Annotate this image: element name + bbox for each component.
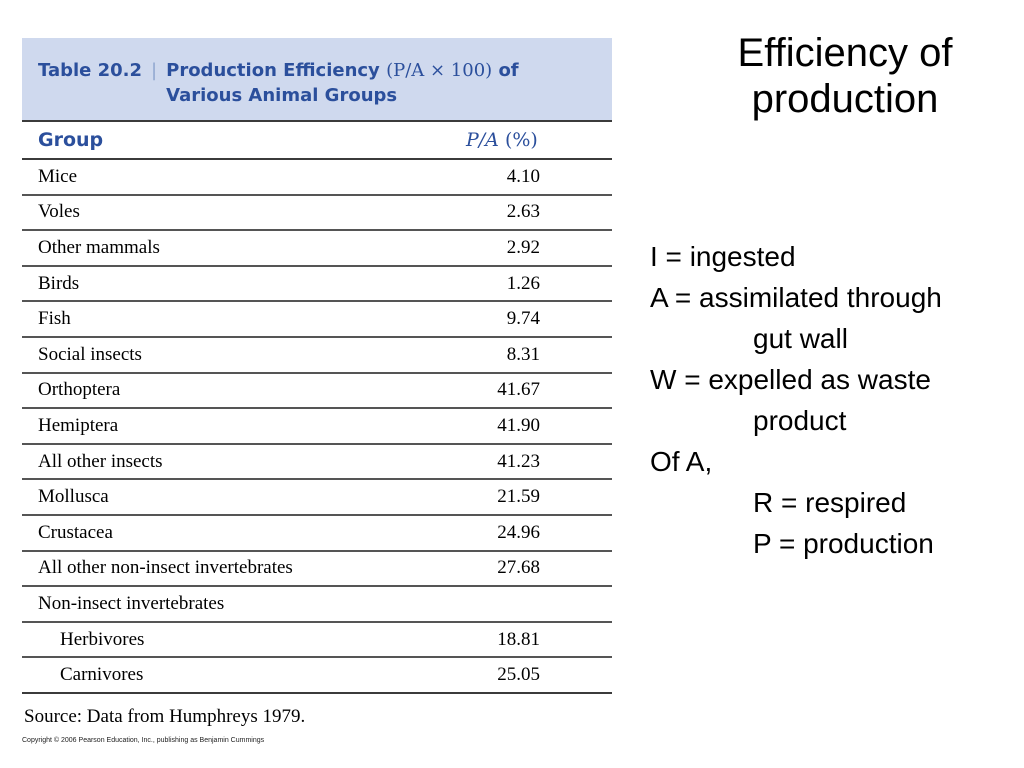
table-title: Production Efficiency (P/A × 100) of Var…	[166, 58, 519, 120]
table-title-post: of	[492, 60, 519, 81]
table-row: All other insects 41.23	[22, 443, 612, 481]
table-row: Social insects 8.31	[22, 336, 612, 374]
row-value: 25.05	[430, 657, 612, 694]
row-group: Voles	[22, 194, 430, 232]
row-value: 9.74	[430, 301, 612, 338]
table-title-line2: Various Animal Groups	[166, 85, 398, 106]
row-group: Herbivores	[22, 621, 430, 659]
caption-separator: |	[151, 60, 158, 81]
production-efficiency-table: Table 20.2 | Production Efficiency (P/A …	[22, 38, 612, 728]
table-row: Orthoptera 41.67	[22, 372, 612, 410]
row-value: 24.96	[430, 514, 612, 552]
table-row: Voles 2.63	[22, 194, 612, 232]
definition-line: R = respired	[753, 487, 907, 518]
row-value: 41.23	[430, 443, 612, 481]
row-value: 27.68	[430, 550, 612, 588]
row-group: Birds	[22, 265, 430, 303]
column-header-value: P/A (%)	[450, 129, 596, 151]
table-row: Fish 9.74	[22, 301, 612, 338]
table-row: Mollusca 21.59	[22, 479, 612, 516]
row-value: 4.10	[430, 160, 612, 196]
slide-title-line2: production	[751, 77, 939, 121]
copyright-notice: Copyright © 2006 Pearson Education, Inc.…	[22, 737, 265, 744]
row-group: Crustacea	[22, 514, 430, 552]
column-header-group: Group	[38, 129, 104, 151]
table-title-math: (P/A × 100)	[386, 60, 493, 81]
table-row: Crustacea 24.96	[22, 514, 612, 552]
row-group: Other mammals	[22, 230, 430, 267]
table-body: Mice 4.10 Voles 2.63 Other mammals 2.92 Birds 1…	[22, 160, 612, 694]
table-title-pre: Production Efficiency	[166, 60, 387, 81]
definitions-list: I = ingested A = assimilated through gut w…	[650, 236, 1020, 564]
column-header-value-unit: (%)	[498, 129, 538, 151]
definition-line: P = production	[753, 528, 934, 559]
column-header-value-var: P/A	[466, 129, 499, 151]
header-bottom-rule	[22, 158, 612, 160]
row-group: All other insects	[22, 443, 430, 481]
definition-line: W = expelled as waste	[650, 364, 931, 395]
row-value: 1.26	[430, 265, 612, 303]
definition-line: gut wall	[753, 323, 848, 354]
slide-title: Efficiency of production	[680, 30, 1010, 122]
row-group: Mice	[22, 160, 430, 196]
row-value: 2.63	[430, 194, 612, 232]
table-row: Birds 1.26	[22, 265, 612, 303]
row-group: Hemiptera	[22, 408, 430, 445]
definition-line: Of A,	[650, 446, 713, 477]
row-value: 41.67	[430, 372, 612, 410]
row-value: 18.81	[430, 621, 612, 659]
table-label: Table 20.2	[38, 60, 143, 81]
definition-line: I = ingested	[650, 241, 796, 272]
table-row: Hemiptera 41.90	[22, 408, 612, 445]
table-caption: Table 20.2 | Production Efficiency (P/A …	[22, 38, 612, 120]
row-group: Fish	[22, 301, 430, 338]
row-group: Orthoptera	[22, 372, 430, 410]
definition-line: A = assimilated through	[650, 282, 942, 313]
table-row: All other non-insect invertebrates 27.68	[22, 550, 612, 588]
row-group: Carnivores	[22, 657, 430, 694]
row-group: Non-insect invertebrates	[22, 586, 430, 623]
row-value: 41.90	[430, 408, 612, 445]
row-value: 8.31	[430, 336, 612, 374]
row-group: Mollusca	[22, 479, 430, 516]
row-value: 21.59	[430, 479, 612, 516]
row-value	[430, 586, 612, 623]
slide-title-line1: Efficiency of	[737, 31, 953, 75]
table-row: Carnivores 25.05	[22, 657, 612, 694]
row-group: Social insects	[22, 336, 430, 374]
row-group: All other non-insect invertebrates	[22, 550, 430, 588]
header-top-rule	[22, 120, 612, 122]
definition-line: product	[753, 405, 847, 436]
table-row: Other mammals 2.92	[22, 230, 612, 267]
table-row: Mice 4.10	[22, 160, 612, 196]
table-header-row: Group P/A (%)	[22, 122, 612, 158]
row-value: 2.92	[430, 230, 612, 267]
table-row: Herbivores 18.81	[22, 621, 612, 659]
table-row: Non-insect invertebrates	[22, 586, 612, 623]
table-source: Source: Data from Humphreys 1979.	[24, 705, 306, 727]
